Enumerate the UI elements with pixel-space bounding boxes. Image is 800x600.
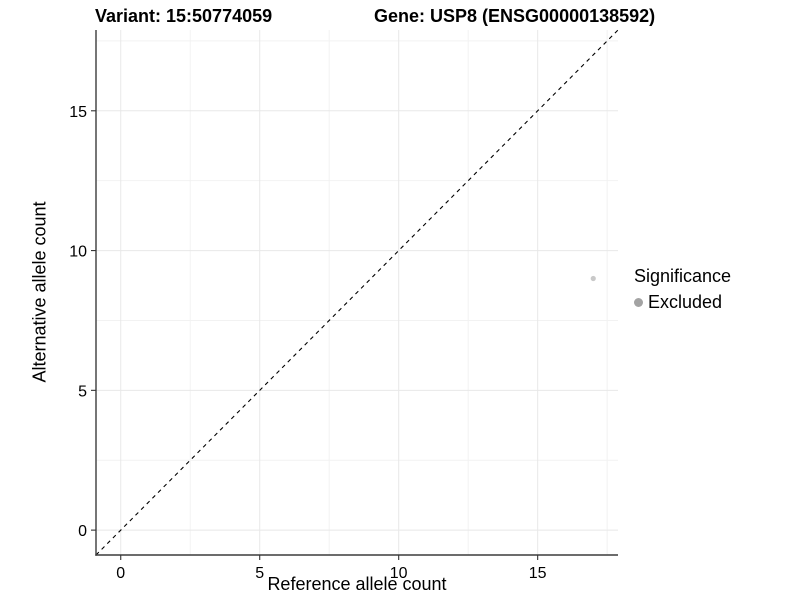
legend-item-label: Excluded xyxy=(648,292,723,312)
y-tick-label: 15 xyxy=(69,104,87,121)
identity-reference-line xyxy=(95,29,619,556)
x-tick-label: 10 xyxy=(390,565,408,582)
legend-item-excluded: Excluded xyxy=(634,292,731,313)
gene-title: Gene: USP8 (ENSG00000138592) xyxy=(374,6,656,26)
x-tick-label: 5 xyxy=(255,565,264,582)
legend: Significance Excluded xyxy=(634,266,731,313)
legend-title: Significance xyxy=(634,266,732,286)
y-tick-label: 0 xyxy=(78,523,87,540)
y-axis-label: Alternative allele count xyxy=(29,201,50,383)
y-tick-label: 5 xyxy=(78,383,87,400)
variant-title: Variant: 15:50774059 xyxy=(95,6,273,26)
y-tick-label: 10 xyxy=(69,244,87,261)
legend-point-icon xyxy=(634,298,643,307)
data-point xyxy=(590,275,596,282)
x-axis-label: Reference allele count xyxy=(267,574,447,594)
x-tick-label: 0 xyxy=(116,565,125,582)
x-tick-label: 15 xyxy=(529,565,547,582)
